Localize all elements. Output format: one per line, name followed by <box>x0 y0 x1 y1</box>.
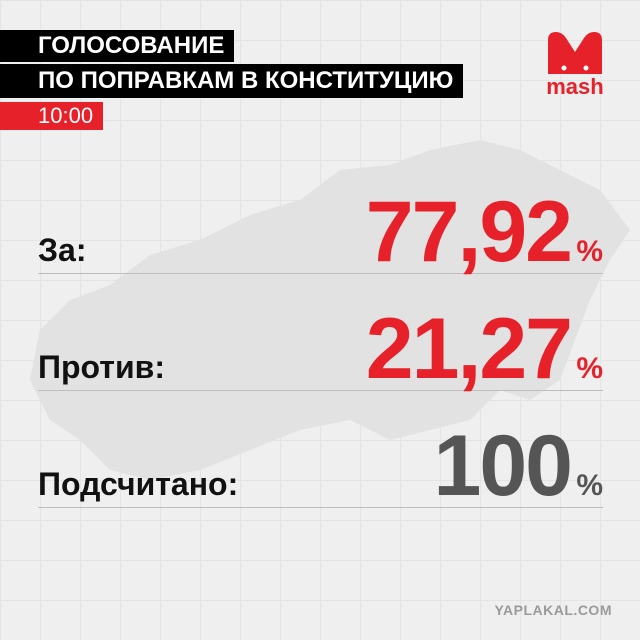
row-unit: % <box>576 469 603 502</box>
logo-icon <box>548 32 602 74</box>
row-value: 21,27 <box>365 301 573 397</box>
row-label: Против: <box>38 349 165 385</box>
time-badge: 10:00 <box>0 102 104 130</box>
watermark: YAPLAKAL.COM <box>494 602 612 618</box>
row-unit: % <box>576 352 603 385</box>
result-row: За: 77,92 % <box>38 184 603 280</box>
row-value: 100 <box>433 418 573 514</box>
title-line-2: ПО ПОПРАВКАМ В КОНСТИТУЦИЮ <box>0 64 464 98</box>
result-row: Против: 21,27 % <box>38 301 603 397</box>
logo-text: mash <box>546 74 604 99</box>
map-shape <box>30 140 630 480</box>
result-row: Подсчитано: 100 % <box>38 418 603 514</box>
row-value: 77,92 <box>365 184 573 280</box>
row-label: За: <box>38 232 87 268</box>
title-line-1: ГОЛОСОВАНИЕ <box>0 30 235 62</box>
row-label: Подсчитано: <box>38 466 239 502</box>
row-unit: % <box>576 235 603 268</box>
